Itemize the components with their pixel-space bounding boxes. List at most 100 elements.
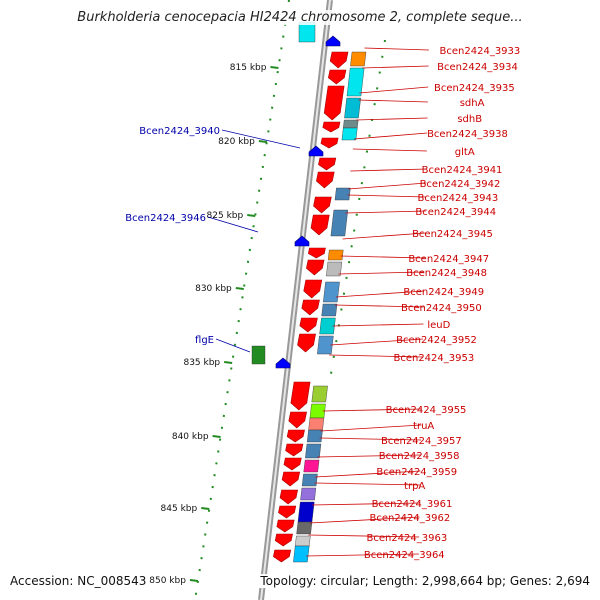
forward-gene — [301, 299, 320, 316]
forward-gene — [283, 457, 302, 471]
gene-label: Bcen2424_3950 — [401, 303, 482, 314]
forward-gene — [322, 121, 341, 133]
cog-block — [341, 127, 358, 141]
gene-label: leuD — [427, 320, 450, 331]
tick-label: 815 kbp — [230, 63, 267, 73]
forward-gene — [279, 489, 299, 505]
cog-block — [319, 317, 336, 335]
cog-block — [251, 345, 266, 365]
cog-block — [308, 417, 325, 431]
tick-mark — [258, 140, 267, 143]
cog-block — [344, 97, 361, 119]
label-leader — [347, 194, 426, 198]
tick-mark — [270, 66, 279, 69]
tick-label: 845 kbp — [161, 504, 198, 514]
label-leader — [362, 65, 429, 69]
label-leader — [317, 454, 421, 458]
cog-block — [346, 67, 365, 97]
forward-gene — [329, 51, 349, 69]
forward-gene — [303, 279, 323, 299]
gene-label: Bcen2424_3952 — [396, 335, 477, 346]
label-leader — [319, 437, 422, 441]
gene-label: flgE — [195, 335, 214, 346]
cog-block — [321, 303, 338, 317]
gene-label: trpA — [404, 481, 425, 492]
forward-gene — [323, 85, 345, 121]
gene-label: Bcen2424_3955 — [386, 405, 467, 416]
label-leader — [330, 338, 424, 346]
accession-label: Accession: NC_008543 — [8, 574, 149, 588]
label-leader — [342, 232, 426, 240]
label-leader — [221, 129, 301, 149]
forward-gene — [290, 381, 311, 411]
cog-block — [343, 119, 359, 129]
cog-block — [306, 429, 323, 443]
backbone-inner — [260, 0, 331, 600]
tick-mark — [235, 287, 244, 290]
forward-gene — [274, 533, 293, 547]
label-leader — [345, 210, 426, 214]
forward-gene — [316, 171, 335, 189]
gene-label: Bcen2424_3946 — [125, 213, 206, 224]
cog-block — [294, 535, 311, 547]
gene-label: Bcen2424_3940 — [139, 126, 220, 137]
gene-label: Bcen2424_3949 — [403, 287, 484, 298]
tick-mark — [201, 507, 210, 510]
tick-label: 850 kbp — [149, 576, 186, 586]
label-leader — [359, 86, 429, 94]
label-leader — [329, 354, 423, 358]
tick-label: 840 kbp — [172, 432, 209, 442]
tick-ring — [194, 0, 290, 600]
forward-gene — [310, 214, 330, 236]
tick-label: 820 kbp — [218, 137, 255, 147]
cog-block — [305, 443, 322, 459]
label-leader — [350, 168, 427, 172]
gene-label: gltA — [455, 147, 475, 158]
forward-gene — [276, 519, 295, 533]
cog-block — [297, 501, 315, 523]
cog-block — [303, 459, 320, 473]
label-leader — [352, 148, 427, 152]
label-leader — [334, 304, 424, 308]
forward-gene — [328, 69, 347, 85]
label-leader — [311, 502, 420, 506]
forward-gene — [286, 429, 305, 443]
gene-label: Bcen2424_3944 — [415, 207, 496, 218]
label-leader — [332, 323, 424, 327]
tick-mark — [189, 579, 199, 582]
tick-label: 825 kbp — [207, 211, 244, 221]
cog-block — [326, 261, 343, 277]
cog-block — [323, 281, 340, 303]
label-leader — [207, 216, 259, 233]
forward-gene — [297, 333, 316, 353]
label-leader — [364, 47, 429, 51]
gene-label: sdhB — [457, 114, 482, 125]
forward-gene — [313, 196, 332, 214]
tick-label: 835 kbp — [183, 358, 220, 368]
reverse-gene — [294, 235, 310, 247]
reverse-gene — [308, 145, 324, 157]
forward-gene — [285, 443, 304, 457]
label-leader — [215, 338, 251, 353]
label-leader — [356, 117, 428, 121]
label-leader — [309, 516, 420, 524]
forward-gene — [306, 259, 325, 276]
label-leader — [308, 534, 420, 538]
cog-block — [350, 51, 367, 67]
cog-block — [330, 209, 349, 237]
forward-gene — [307, 247, 326, 259]
gene-label: Bcen2424_3947 — [408, 254, 489, 265]
gene-label: Bcen2424_3963 — [366, 533, 447, 544]
label-leader — [335, 290, 425, 298]
forward-gene — [320, 137, 339, 149]
gene-label: Bcen2424_3945 — [412, 229, 493, 240]
gene-label: Bcen2424_3941 — [422, 165, 503, 176]
gene-label: Bcen2424_3959 — [376, 467, 457, 478]
cog-block — [296, 521, 313, 535]
label-leader — [348, 182, 427, 190]
topology-summary: Topology: circular; Length: 2,998,664 bp… — [258, 574, 592, 588]
gene-label: truA — [413, 421, 434, 432]
tick-mark — [212, 435, 221, 438]
